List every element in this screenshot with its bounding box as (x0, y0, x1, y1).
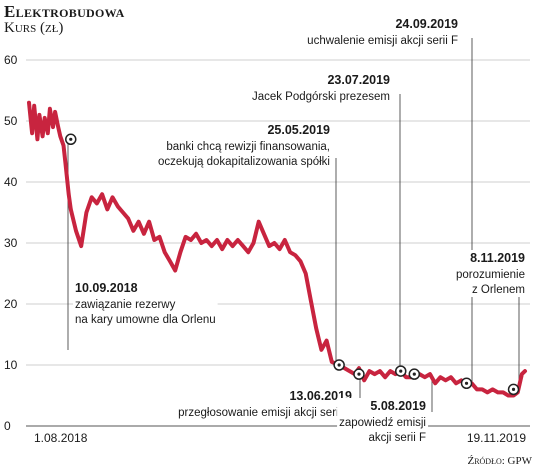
event-marker-dot (412, 372, 416, 376)
annotation-bg (156, 122, 333, 169)
annotation-date: 8.11.2019 (470, 251, 525, 265)
annotation-date: 10.09.2018 (75, 281, 138, 295)
y-tick-label: 60 (4, 53, 18, 67)
annotation-text: uchwalenie emisji akcji serii F (307, 35, 458, 47)
annotation-date: 25.05.2019 (267, 123, 330, 137)
event-marker-dot (511, 387, 516, 391)
annotation-text: Jacek Podgórski prezesem (252, 91, 390, 103)
annotation-bg (337, 398, 429, 445)
annotation-date: 23.07.2019 (327, 73, 390, 87)
annotation-bg (453, 250, 528, 297)
y-axis-unit-label: Kurs (zł) (4, 20, 64, 36)
event-marker-dot (69, 137, 73, 141)
y-tick-label: 0 (4, 419, 11, 433)
annotation-text: banki chcą rewizji finansowania, (166, 141, 330, 153)
annotation-text: akcji serii F (368, 432, 426, 444)
annotation-text: przegłosowanie emisji akcji serii E (178, 407, 352, 419)
annotation-bg (305, 16, 461, 48)
x-tick-label-start: 1.08.2018 (34, 431, 88, 445)
annotation-text: z Orlenem (472, 284, 525, 296)
annotation-bg (249, 72, 393, 104)
annotation-date: 5.08.2019 (370, 399, 426, 413)
chart-title: Elektrobudowa (4, 2, 125, 21)
y-tick-label: 40 (4, 175, 18, 189)
x-tick-label-end: 19.11.2019 (467, 431, 526, 445)
event-marker-dot (464, 381, 469, 385)
event-marker-dot (337, 363, 341, 367)
event-marker-dot (357, 372, 361, 376)
annotation-bg (73, 280, 218, 327)
annotation-text: oczekują dokapitalizowania spółki (158, 156, 330, 168)
price-series-line (27, 100, 527, 398)
annotation-text: zawiązanie rezerwy (75, 299, 176, 311)
event-marker-dot (399, 369, 403, 373)
y-tick-label: 10 (4, 358, 18, 372)
annotation-date: 24.09.2019 (395, 17, 458, 31)
annotation-text: porozumienie (456, 269, 525, 281)
annotation-text: na kary umowne dla Orlenu (75, 314, 216, 326)
annotation-bg (176, 388, 355, 420)
y-tick-label: 20 (4, 297, 18, 311)
y-tick-label: 50 (4, 114, 18, 128)
annotation-date: 13.06.2019 (289, 389, 352, 403)
source-note: Źródło: GPW (467, 455, 532, 467)
y-tick-label: 30 (4, 236, 18, 250)
annotation-text: zapowiedź emisji (339, 417, 426, 429)
